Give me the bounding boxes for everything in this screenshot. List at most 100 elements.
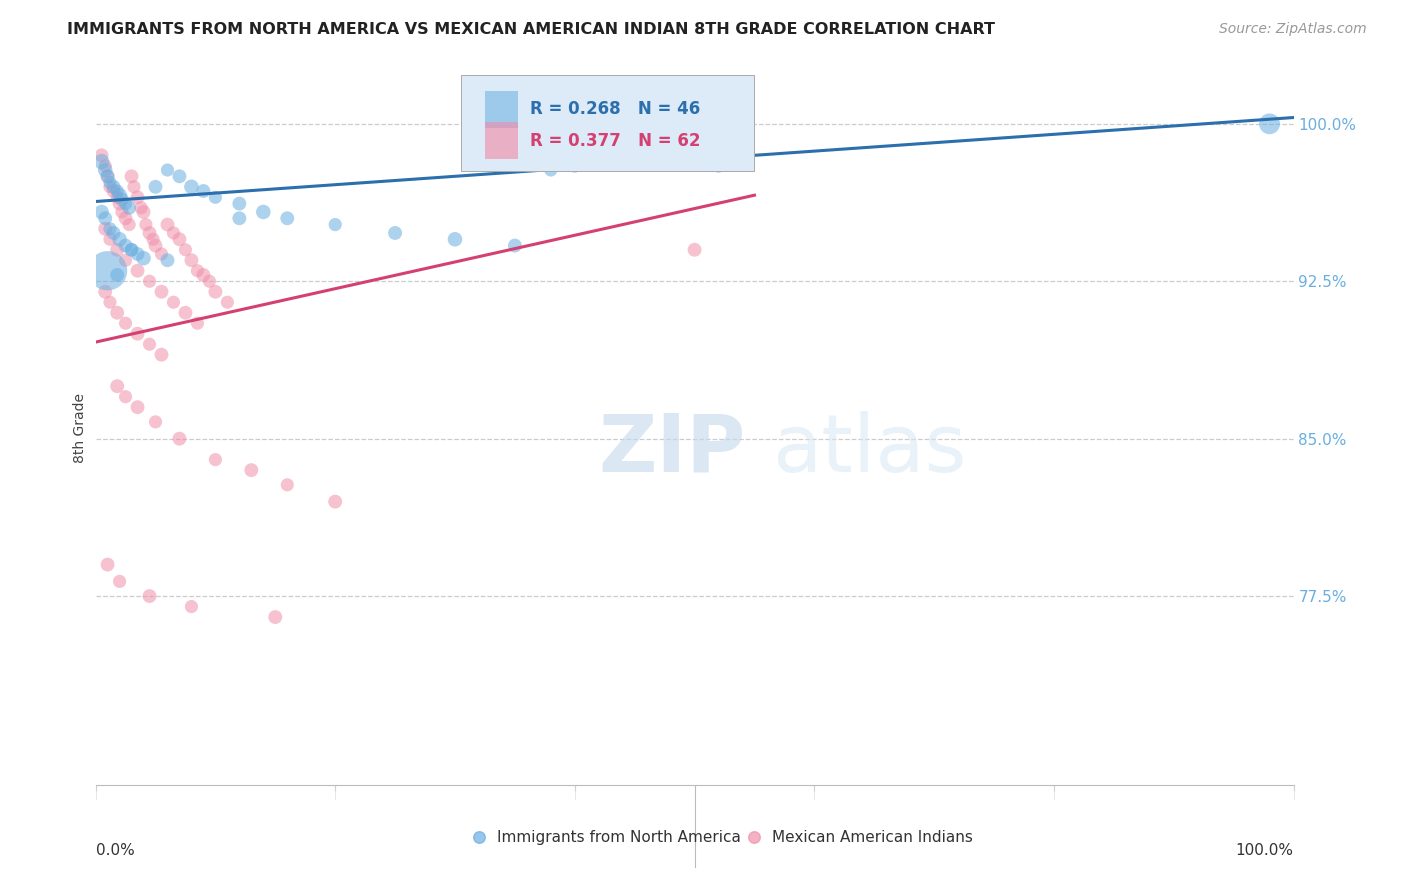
Point xyxy=(114,316,136,330)
Point xyxy=(169,432,191,446)
Point xyxy=(98,232,121,246)
Point xyxy=(97,169,120,184)
Point xyxy=(707,159,730,173)
Text: R = 0.268   N = 46: R = 0.268 N = 46 xyxy=(530,100,700,118)
Point xyxy=(121,243,143,257)
Text: Mexican American Indians: Mexican American Indians xyxy=(772,830,973,845)
Point xyxy=(105,268,128,282)
Text: atlas: atlas xyxy=(772,410,967,489)
Point xyxy=(193,184,215,198)
Point xyxy=(588,154,610,169)
Point xyxy=(142,232,165,246)
Point xyxy=(108,196,131,211)
Point xyxy=(198,274,221,288)
Text: IMMIGRANTS FROM NORTH AMERICA VS MEXICAN AMERICAN INDIAN 8TH GRADE CORRELATION C: IMMIGRANTS FROM NORTH AMERICA VS MEXICAN… xyxy=(67,22,995,37)
Point xyxy=(180,253,202,268)
Point xyxy=(150,285,173,299)
Point xyxy=(105,243,128,257)
Point xyxy=(111,193,134,207)
Y-axis label: 8th Grade: 8th Grade xyxy=(73,393,87,463)
Point xyxy=(659,150,682,164)
Point xyxy=(98,176,121,190)
Point xyxy=(98,221,121,235)
Point xyxy=(228,196,250,211)
Point xyxy=(138,337,160,351)
Point xyxy=(683,154,706,169)
Point xyxy=(180,599,202,614)
Text: 100.0%: 100.0% xyxy=(1236,843,1294,858)
Point xyxy=(97,264,120,278)
Text: Immigrants from North America: Immigrants from North America xyxy=(496,830,741,845)
Point xyxy=(186,264,208,278)
Point xyxy=(108,574,131,589)
Point xyxy=(145,179,167,194)
Point xyxy=(204,190,226,204)
Point xyxy=(127,264,149,278)
Point xyxy=(744,830,766,845)
Point xyxy=(204,285,226,299)
Point xyxy=(103,184,125,198)
Point xyxy=(118,201,141,215)
Point xyxy=(252,205,274,219)
Point xyxy=(264,610,287,624)
Point xyxy=(503,238,526,252)
Point xyxy=(114,211,136,226)
Point xyxy=(98,295,121,310)
Point xyxy=(90,205,112,219)
Point xyxy=(276,211,298,226)
Point xyxy=(90,148,112,162)
Text: R = 0.377   N = 62: R = 0.377 N = 62 xyxy=(530,132,702,150)
Point xyxy=(127,190,149,204)
Point xyxy=(103,226,125,240)
Text: 0.0%: 0.0% xyxy=(96,843,135,858)
Point xyxy=(636,146,658,161)
Point xyxy=(138,589,160,603)
Point xyxy=(111,205,134,219)
Point xyxy=(169,169,191,184)
FancyBboxPatch shape xyxy=(461,75,755,171)
Point xyxy=(612,150,634,164)
Point xyxy=(114,253,136,268)
Point xyxy=(228,211,250,226)
Point xyxy=(129,201,152,215)
Point xyxy=(122,179,145,194)
Point xyxy=(323,494,346,508)
Point xyxy=(94,211,117,226)
Point xyxy=(145,238,167,252)
Point xyxy=(174,243,197,257)
Point xyxy=(94,163,117,178)
Point xyxy=(186,316,208,330)
Text: Source: ZipAtlas.com: Source: ZipAtlas.com xyxy=(1219,22,1367,37)
Point xyxy=(135,218,157,232)
Point xyxy=(114,238,136,252)
Point xyxy=(145,415,167,429)
Point xyxy=(105,306,128,320)
Point xyxy=(118,218,141,232)
Point xyxy=(138,274,160,288)
Point xyxy=(180,179,202,194)
Point xyxy=(193,268,215,282)
Point xyxy=(127,400,149,414)
Point xyxy=(97,558,120,572)
Point xyxy=(114,196,136,211)
Point xyxy=(217,295,239,310)
Point xyxy=(132,205,155,219)
Point xyxy=(174,306,197,320)
Point xyxy=(103,179,125,194)
Point xyxy=(564,159,586,173)
Point xyxy=(540,163,562,178)
Point xyxy=(162,295,184,310)
Point xyxy=(169,232,191,246)
Text: ZIP: ZIP xyxy=(599,410,747,489)
Point xyxy=(1258,117,1281,131)
Point xyxy=(444,232,467,246)
Point xyxy=(105,379,128,393)
Point xyxy=(121,169,143,184)
Point xyxy=(156,218,179,232)
FancyBboxPatch shape xyxy=(485,91,519,128)
Point xyxy=(384,226,406,240)
Point xyxy=(204,452,226,467)
Point xyxy=(114,390,136,404)
Point xyxy=(108,232,131,246)
Point xyxy=(138,226,160,240)
